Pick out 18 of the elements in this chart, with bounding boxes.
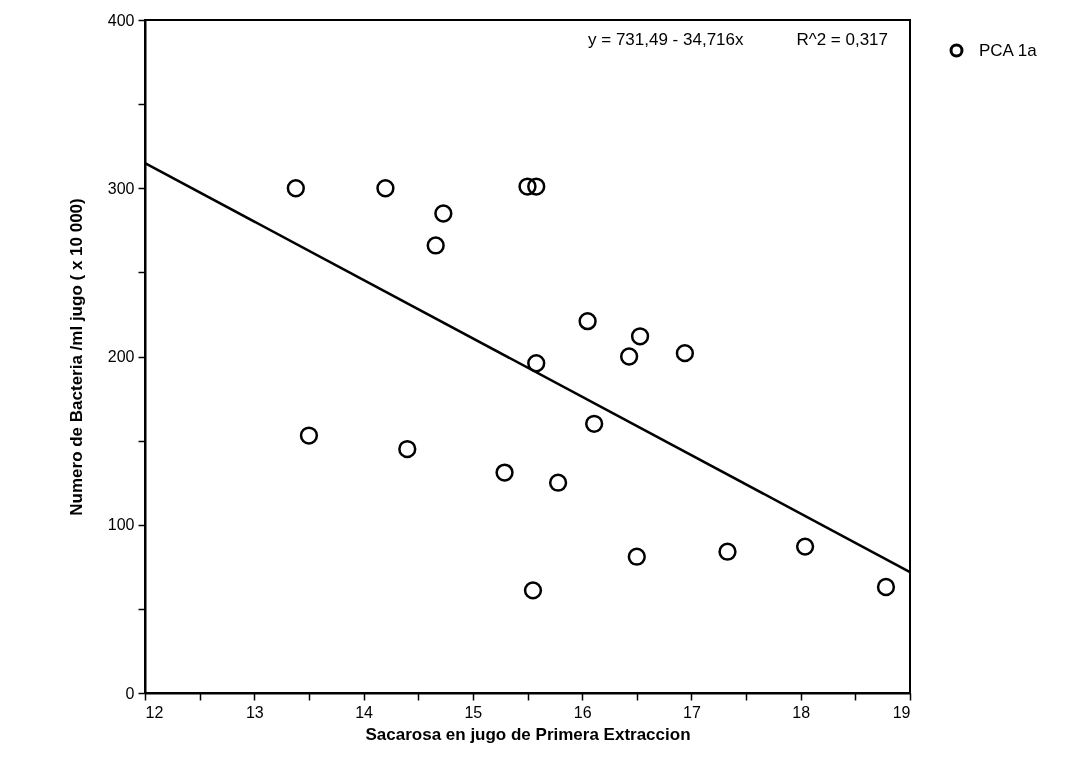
- x-tick-label: 19: [892, 703, 911, 721]
- x-axis-title: Sacarosa en jugo de Primera Extraccion: [365, 724, 691, 744]
- y-tick-label: 200: [107, 348, 135, 365]
- x-tick-label: 12: [145, 703, 164, 721]
- x-tick-label: 16: [573, 703, 592, 721]
- legend-label: PCA 1a: [979, 40, 1038, 60]
- y-tick-label: 100: [107, 516, 135, 534]
- x-tick-label: 14: [355, 703, 374, 721]
- y-tick-label: 300: [107, 179, 135, 197]
- x-tick-label: 18: [792, 703, 811, 721]
- x-tick-label: 17: [683, 703, 701, 721]
- annotation: R^2 = 0,317: [796, 30, 888, 49]
- y-tick-label: 0: [125, 684, 135, 702]
- x-tick-label: 15: [464, 703, 483, 721]
- y-axis-title: Numero de Bacteria /ml jugo ( x 10 000): [66, 198, 86, 516]
- annotation: y = 731,49 - 34,716x: [588, 30, 744, 49]
- y-tick-label: 400: [107, 11, 135, 29]
- x-tick-label: 13: [245, 703, 264, 721]
